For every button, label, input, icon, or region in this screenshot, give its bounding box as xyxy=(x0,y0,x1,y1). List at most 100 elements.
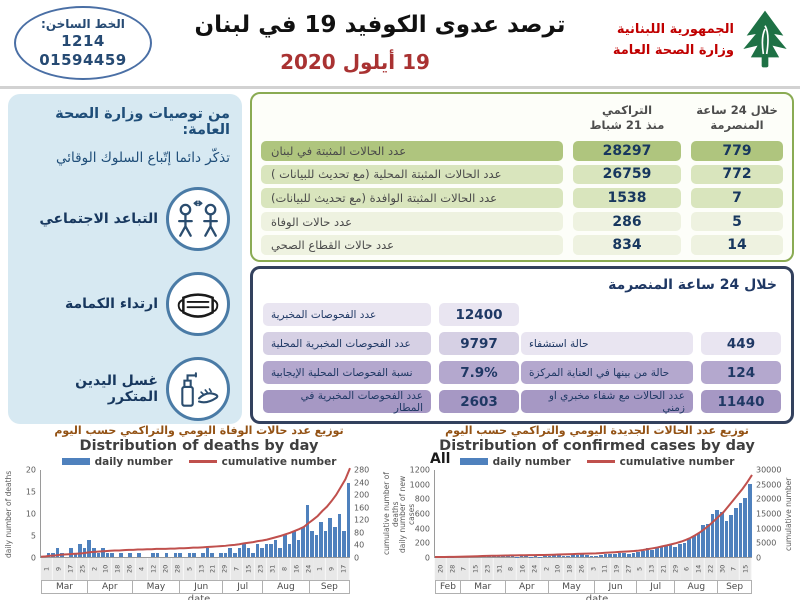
bar-swatch-icon xyxy=(61,458,90,465)
hotline-label: الخط الساخن: xyxy=(41,16,125,31)
y-axis-label-right: cumulative number xyxy=(784,477,793,551)
month-cell: Aug xyxy=(675,580,719,594)
y-tick: 160 xyxy=(354,503,370,513)
day-tick: 17 xyxy=(338,558,351,580)
day-tick: 10 xyxy=(100,558,113,580)
y-tick: 25000 xyxy=(756,480,782,490)
bar xyxy=(219,552,223,557)
table-row: عدد الفحوصات المخبرية المحلية 9797 xyxy=(263,332,519,355)
table-row: حالة من بينها في العناية المركزة 124 xyxy=(521,361,781,384)
deaths-chart: توزيع عدد حالات الوفاة اليومي والتراكمي … xyxy=(4,424,400,600)
day-tick: 13 xyxy=(195,558,208,580)
day-tick: 23 xyxy=(481,558,494,580)
stats-row-24h-value: 14 xyxy=(691,235,783,255)
day-tick: 28 xyxy=(446,558,459,580)
bar xyxy=(260,548,264,557)
bar xyxy=(598,554,603,557)
bar xyxy=(608,554,612,557)
bar xyxy=(603,553,608,557)
bar xyxy=(645,548,650,557)
y-tick: 20000 xyxy=(756,494,782,504)
bar xyxy=(557,554,561,557)
bar xyxy=(720,511,724,557)
bar xyxy=(734,508,738,557)
month-cell: Sep xyxy=(718,580,753,594)
bar xyxy=(701,525,706,557)
legend-daily-label: daily number xyxy=(492,455,571,468)
report-date: 19 أيلول 2020 xyxy=(280,50,430,74)
day-tick: 1 xyxy=(314,558,327,580)
day-tick: 24 xyxy=(302,558,315,580)
bar xyxy=(319,522,323,557)
header-divider xyxy=(0,86,800,89)
y-tick: 200 xyxy=(414,538,430,548)
bar xyxy=(342,530,346,557)
bar xyxy=(519,556,524,557)
y-tick: 10000 xyxy=(756,524,782,534)
cumulative-line xyxy=(41,470,350,557)
month-cell: Sep xyxy=(309,580,351,594)
y-tick: 30000 xyxy=(756,465,782,475)
y-axis-label-left: daily number of deaths xyxy=(4,470,13,558)
bar xyxy=(192,552,196,557)
bar-swatch-icon xyxy=(459,458,488,465)
month-cell: Feb xyxy=(435,580,461,594)
y-tick: 0 xyxy=(756,553,762,563)
last24-row-label: عدد الفحوصات المخبرية xyxy=(263,303,431,326)
sidebar-title: من توصيات وزارة الصحة العامة: xyxy=(55,106,230,138)
legend-cumulative: cumulative number xyxy=(586,455,735,468)
bar xyxy=(173,552,178,557)
last24-row-value: 2603 xyxy=(439,390,519,413)
y-tick: 15000 xyxy=(756,509,782,519)
bar xyxy=(246,548,251,557)
stats-header-24h-line1: خلال 24 ساعة xyxy=(696,103,778,118)
stats-row-24h-value: 772 xyxy=(691,164,783,185)
last24-tests-column: عدد الفحوصات المخبرية 12400 عدد الفحوصات… xyxy=(263,303,519,419)
chart-title-arabic: توزيع عدد حالات الوفاة اليومي والتراكمي … xyxy=(54,424,344,437)
day-tick: 7 xyxy=(458,558,471,580)
stats-header-cumulative-line2: منذ 21 شباط xyxy=(589,118,665,132)
y-axis-ticks-right: 0 40 80 120 160 200 240 280 xyxy=(350,466,382,563)
bar xyxy=(515,556,519,557)
day-tick: 4 xyxy=(136,558,149,580)
cases-chart: توزيع عدد الحالات الجديدة اليومي والتراك… xyxy=(398,424,796,600)
bar xyxy=(55,548,60,557)
stats-header-24h-line2: المنصرمة xyxy=(710,118,764,132)
legend-cumulative-label: cumulative number xyxy=(619,455,735,468)
bar xyxy=(310,530,314,557)
bar xyxy=(738,503,743,557)
day-tick: 16 xyxy=(517,558,529,580)
plot-area xyxy=(40,470,350,558)
last24-row-label: حالة من بينها في العناية المركزة xyxy=(521,361,693,384)
bar xyxy=(617,553,622,557)
month-cell: Apr xyxy=(87,580,133,594)
stats-header-cumulative-line1: التراكمي xyxy=(601,103,653,118)
bar xyxy=(747,484,752,557)
legend-daily: daily number xyxy=(61,456,173,468)
day-tick: 30 xyxy=(716,558,729,580)
chart-legend: daily number cumulative number xyxy=(4,455,394,468)
y-tick: 240 xyxy=(354,478,370,488)
bar xyxy=(237,548,242,557)
table-row: حالة استشفاء 449 xyxy=(521,332,781,355)
y-tick: 1000 xyxy=(409,480,430,490)
month-cell: Jul xyxy=(223,580,264,594)
x-axis-day-ticks: 1 9 17 25 2 10 18 26 4 12 20 28 5 13 21 29 7 15 23 31 8 16 24 1… xyxy=(41,558,351,580)
bar xyxy=(594,555,598,557)
bar xyxy=(137,552,142,557)
bar xyxy=(575,554,580,557)
month-cell: Jul xyxy=(636,580,676,594)
bar xyxy=(664,544,668,557)
day-tick: 31 xyxy=(493,558,506,580)
last24-row-label: عدد الفحوصات المخبرية في المطار xyxy=(263,390,431,414)
bar xyxy=(346,483,351,557)
bar xyxy=(73,552,78,557)
hand-washing-icon xyxy=(166,356,230,421)
chart-title: Distribution of deaths by day xyxy=(79,438,319,454)
chart-title-arabic: توزيع عدد الحالات الجديدة اليومي والتراك… xyxy=(445,424,749,437)
y-tick: 5000 xyxy=(756,538,777,548)
plot-area xyxy=(434,470,752,558)
bar xyxy=(151,552,155,557)
bar xyxy=(178,552,182,557)
